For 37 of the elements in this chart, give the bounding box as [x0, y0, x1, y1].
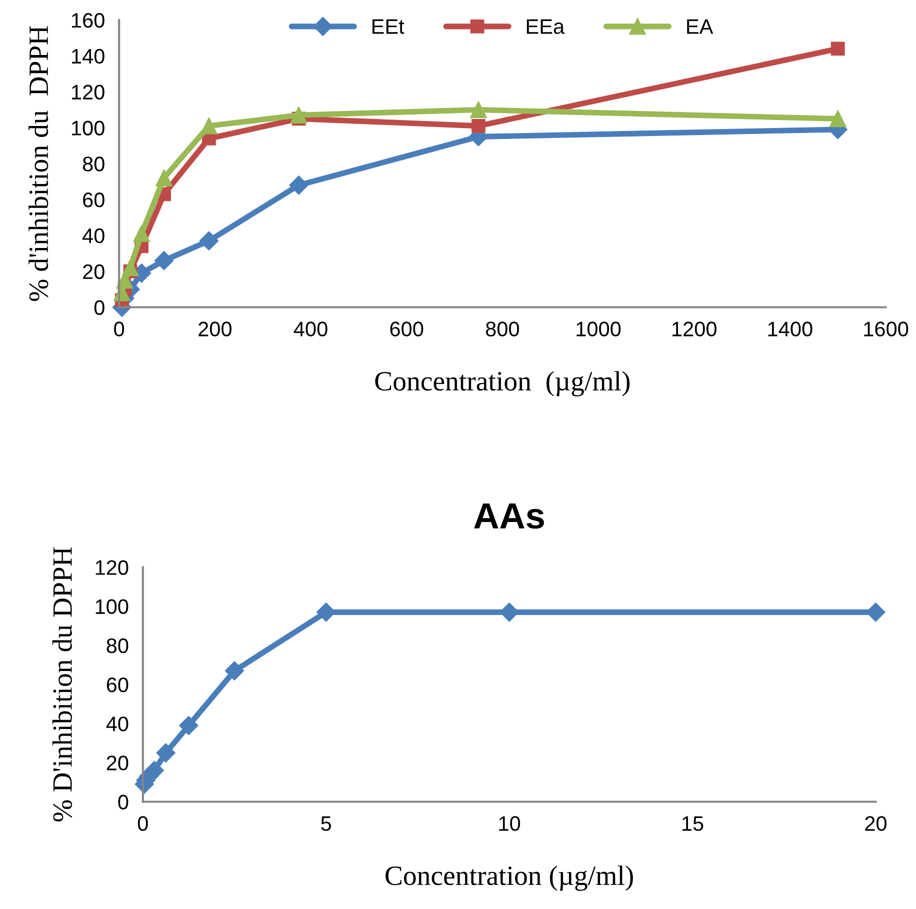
y-tick-label: 80: [106, 638, 128, 654]
y-tick-label: 0: [94, 300, 104, 315]
x-axis-title: Concentration (µg/ml): [386, 866, 633, 891]
x-tick-label: 5: [321, 816, 332, 831]
x-tick-label: 15: [682, 816, 704, 831]
x-tick-label: 400: [294, 322, 328, 336]
y-tick-label: 100: [96, 599, 128, 614]
y-axis-title: % D'inhibition du DPPH: [52, 547, 72, 822]
x-tick-label: 1400: [768, 322, 812, 336]
y-tick-label: 40: [106, 716, 128, 732]
chart-title: AAs: [474, 503, 544, 529]
y-tick-label: 100: [72, 120, 104, 136]
y-tick-label: 160: [72, 13, 104, 28]
x-tick-label: 1200: [672, 322, 716, 336]
y-axis-title: % d'inhibition du DPPH: [28, 26, 48, 301]
y-tick-label: 60: [106, 677, 128, 692]
y-tick-label: 20: [106, 756, 128, 770]
x-tick-label: 600: [390, 322, 424, 336]
x-tick-label: 200: [198, 322, 232, 336]
x-axis-title: Concentration (µg/ml): [375, 371, 630, 396]
y-tick-label: 0: [118, 794, 128, 810]
y-tick-label: 60: [83, 192, 104, 208]
x-tick-label: 1600: [864, 322, 908, 336]
y-tick-label: 140: [72, 48, 104, 64]
x-tick-label: 0: [138, 816, 148, 831]
y-tick-label: 20: [83, 264, 104, 280]
x-tick-label: 10: [499, 816, 520, 831]
legend-label: EEt: [372, 19, 404, 34]
x-tick-label: 1000: [576, 322, 621, 336]
y-tick-label: 40: [82, 228, 104, 244]
y-tick-label: 120: [96, 560, 128, 575]
legend-label: EA: [687, 19, 714, 34]
y-tick-label: 120: [72, 84, 104, 100]
x-tick-label: 20: [865, 816, 886, 831]
y-tick-label: 80: [82, 156, 104, 172]
legend-label: EEa: [526, 19, 565, 34]
x-tick-label: 800: [486, 322, 519, 336]
